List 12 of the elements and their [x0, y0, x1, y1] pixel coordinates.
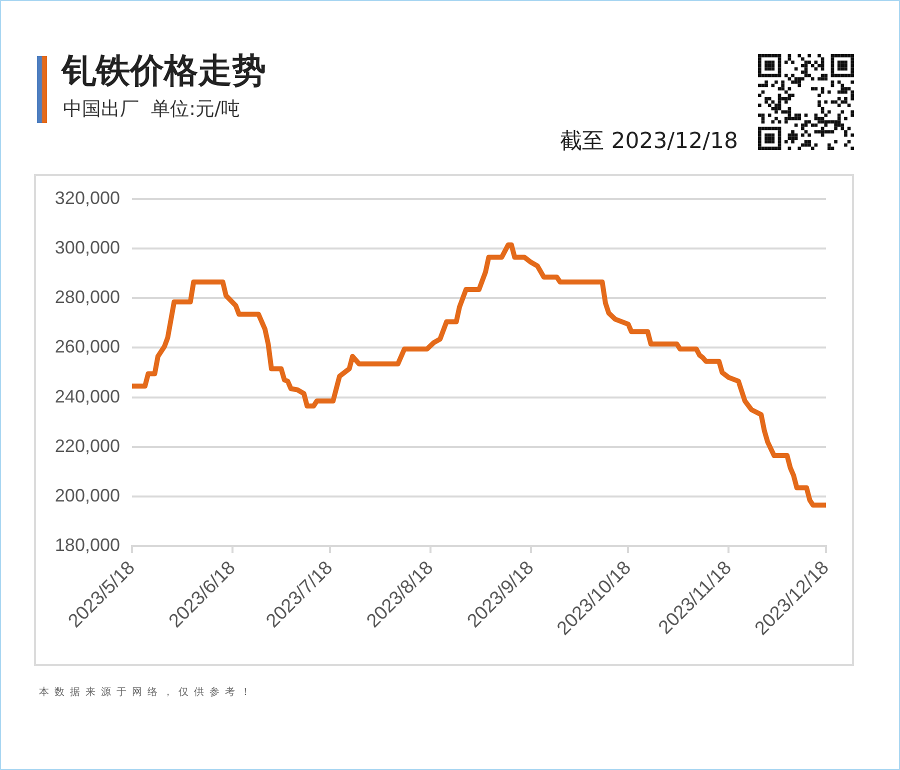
- y-tick-label: 260,000: [54, 336, 120, 357]
- y-tick-label: 280,000: [54, 287, 120, 308]
- y-tick-label: 240,000: [54, 386, 120, 406]
- y-tick-label: 180,000: [54, 534, 120, 555]
- y-tick-label: 320,000: [54, 188, 120, 208]
- text: 截至 2023/12/18: [560, 128, 738, 156]
- y-tick-label: 200,000: [54, 485, 120, 506]
- y-tick-label: 300,000: [54, 238, 120, 258]
- chart-subtitle: 中国出厂 单位:元/吨: [63, 97, 240, 121]
- text: 本数据来源于网络，仅供参考！: [39, 686, 256, 700]
- chart-title: 钆铁价格走势: [62, 51, 266, 91]
- y-tick-label: 220,000: [54, 436, 120, 456]
